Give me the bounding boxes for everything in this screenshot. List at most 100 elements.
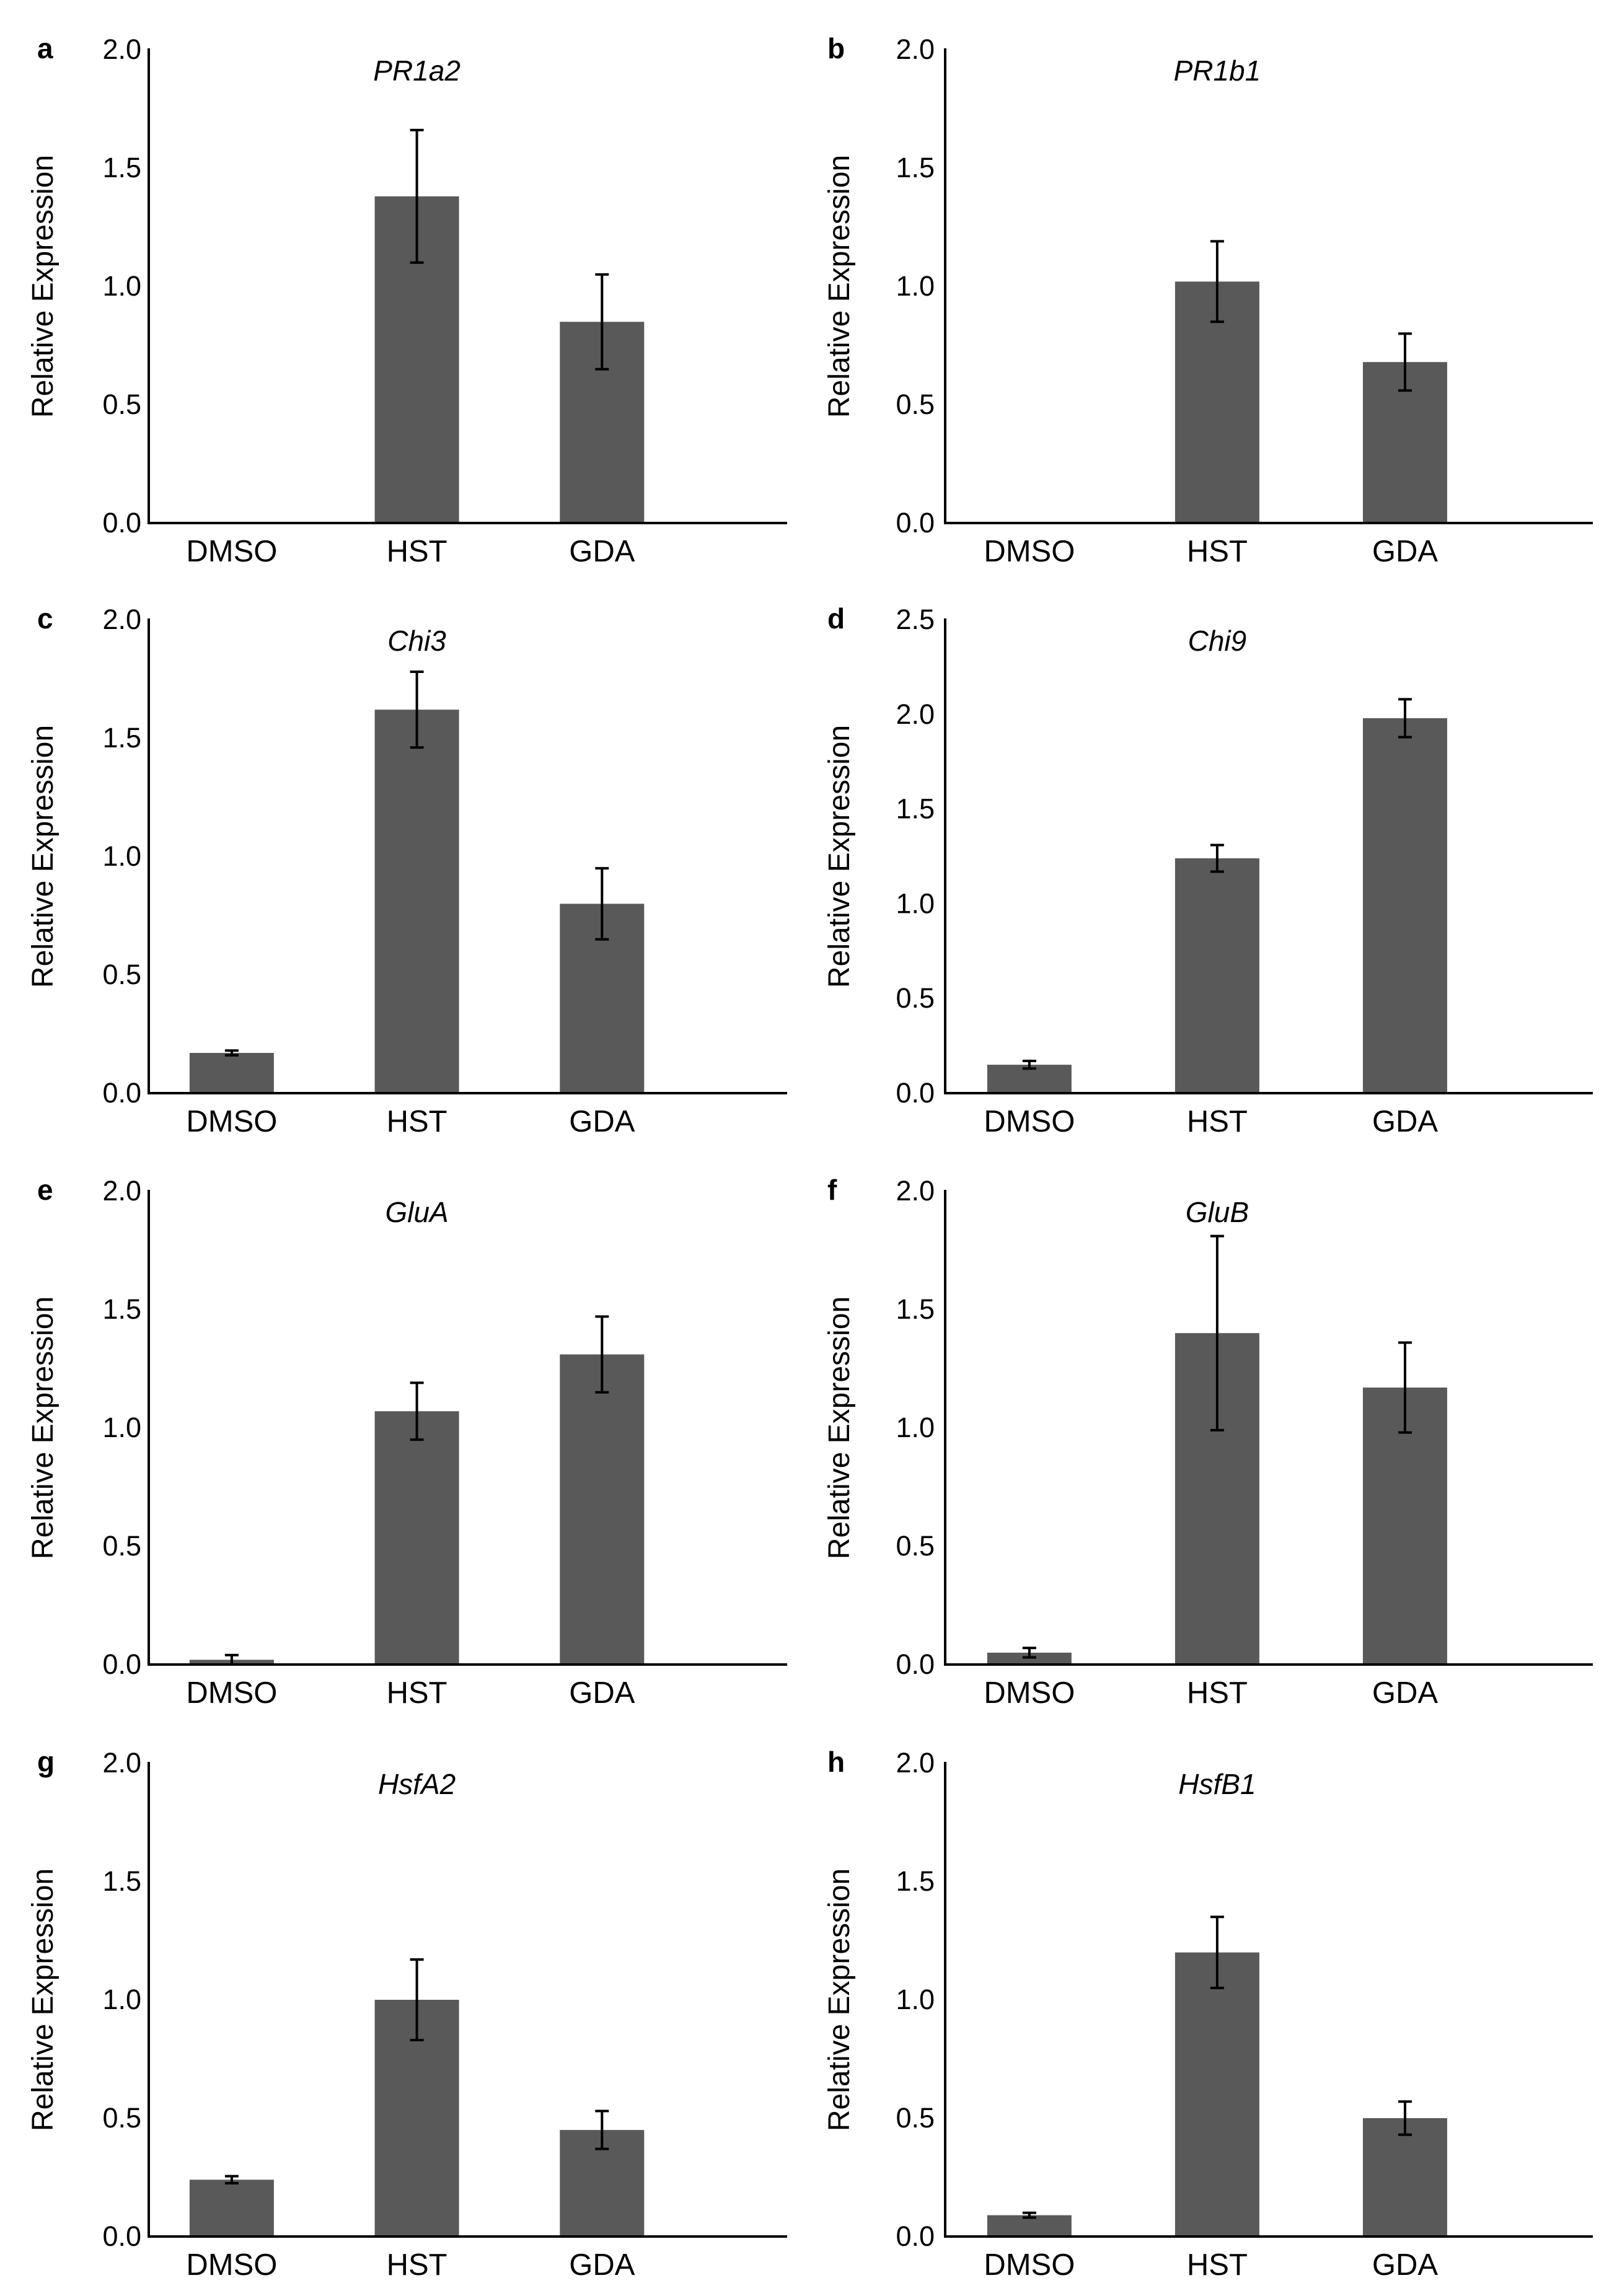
y-tick-label: 2.0: [102, 604, 141, 635]
error-bar: [595, 867, 609, 941]
panel-letter: a: [37, 32, 53, 64]
error-bar: [1210, 240, 1224, 323]
y-tick-label: 1.5: [896, 152, 935, 183]
bar-gda: [560, 1354, 645, 1665]
panel-letter: f: [827, 1174, 837, 1206]
y-tick-label: 1.5: [102, 722, 141, 754]
y-tick-label: 1.5: [102, 1865, 141, 1897]
error-bar: [1398, 2100, 1412, 2136]
y-tick-label: 2.5: [896, 604, 935, 635]
gene-title: Chi3: [387, 625, 446, 657]
y-tick-label: 0.5: [896, 2102, 935, 2134]
error-bar: [224, 2175, 239, 2185]
y-axis-label: Relative Expression: [823, 1296, 856, 1559]
bar-dmso: [189, 1053, 274, 1093]
error-bar: [1022, 1060, 1036, 1070]
category-label: HST: [1187, 535, 1248, 568]
error-bar: [224, 1049, 239, 1057]
error-bar: [1210, 1234, 1224, 1432]
category-label: HST: [387, 1105, 447, 1138]
y-tick-label: 1.5: [102, 152, 141, 183]
category-label: DMSO: [186, 1676, 277, 1710]
y-tick-label: 2.0: [896, 698, 935, 730]
error-bar: [410, 671, 424, 749]
gene-title: HsfB1: [1178, 1768, 1256, 1800]
y-tick-label: 2.0: [896, 1747, 935, 1779]
panel-f: f GluB Relative Expression 0.0 0.5 1.0 1.5 2.0 D…: [823, 1174, 1593, 1710]
error-bar: [1022, 1647, 1036, 1659]
y-axis-label: Relative Expression: [27, 155, 59, 418]
panel-letter: d: [827, 602, 845, 635]
panel-a: a PR1a2 Relative Expression 0.0 0.5 1.0 1.5 2.0…: [27, 32, 787, 568]
error-bar: [1210, 843, 1224, 873]
category-label: DMSO: [186, 535, 277, 568]
y-tick-label: 0.0: [896, 507, 935, 539]
category-label: DMSO: [186, 1105, 277, 1138]
error-bar: [595, 1315, 609, 1394]
category-label: HST: [1187, 1676, 1248, 1710]
y-tick-label: 0.5: [896, 1530, 935, 1562]
category-label: GDA: [569, 1105, 635, 1138]
category-label: GDA: [569, 535, 635, 568]
y-tick-label: 0.0: [896, 1077, 935, 1109]
error-bar: [595, 2109, 609, 2150]
y-tick-label: 0.0: [896, 2220, 935, 2252]
category-label: DMSO: [984, 2248, 1075, 2282]
category-label: HST: [1187, 2248, 1248, 2282]
y-tick-label: 1.5: [102, 1293, 141, 1325]
bar-gda: [1362, 2118, 1447, 2237]
y-axis-label: Relative Expression: [27, 1868, 59, 2131]
y-tick-label: 0.5: [102, 2102, 141, 2134]
y-tick-label: 0.0: [102, 1648, 141, 1680]
y-tick-label: 2.0: [102, 1175, 141, 1207]
y-tick-label: 0.0: [102, 2220, 141, 2252]
y-tick-label: 0.5: [102, 1530, 141, 1562]
y-tick-label: 1.5: [896, 793, 935, 825]
category-label: GDA: [1372, 1105, 1439, 1138]
panel-d: d Chi9 Relative Expression 0.0 0.5 1.0 1.5 2.0 2…: [823, 602, 1593, 1138]
error-bar: [1022, 2211, 1036, 2219]
bar-hst: [1174, 1952, 1259, 2237]
y-tick-label: 1.0: [102, 270, 141, 302]
y-tick-label: 2.0: [896, 1175, 935, 1207]
y-tick-label: 1.0: [896, 887, 935, 919]
error-bar: [410, 1381, 424, 1441]
panel-letter: g: [37, 1746, 55, 1778]
panel-e: e GluA Relative Expression 0.0 0.5 1.0 1.5 2.0 D…: [27, 1174, 787, 1710]
y-tick-label: 0.5: [896, 982, 935, 1014]
panel-b: b PR1b1 Relative Expression 0.0 0.5 1.0 1.5 2.0…: [823, 32, 1593, 568]
y-tick-label: 1.0: [896, 1412, 935, 1443]
error-bar: [1210, 1916, 1224, 1989]
bar-hst: [374, 710, 459, 1093]
bar-hst: [1174, 858, 1259, 1093]
category-label: DMSO: [984, 535, 1075, 568]
y-tick-label: 2.0: [896, 33, 935, 65]
gene-title: HsfA2: [378, 1768, 456, 1800]
y-tick-label: 1.0: [102, 840, 141, 872]
panel-letter: e: [37, 1174, 53, 1206]
panel-letter: h: [827, 1746, 845, 1778]
category-label: DMSO: [984, 1676, 1075, 1710]
y-tick-label: 1.0: [102, 1412, 141, 1443]
gene-title: GluB: [1186, 1196, 1249, 1228]
panel-letter: c: [37, 602, 53, 635]
category-label: DMSO: [186, 2248, 277, 2282]
gene-title: Chi9: [1188, 625, 1247, 657]
error-bar: [1398, 1341, 1412, 1434]
error-bar: [1398, 332, 1412, 392]
error-bar: [1398, 698, 1412, 739]
y-axis-label: Relative Expression: [27, 1296, 59, 1559]
error-bar: [410, 1958, 424, 2041]
gene-title: GluA: [385, 1196, 448, 1228]
category-label: DMSO: [984, 1105, 1075, 1138]
category-label: GDA: [569, 2248, 635, 2282]
y-tick-label: 0.5: [102, 959, 141, 990]
y-tick-label: 0.0: [102, 1077, 141, 1109]
y-tick-label: 1.5: [896, 1293, 935, 1325]
y-tick-label: 0.5: [102, 389, 141, 420]
error-bar: [410, 128, 424, 264]
bar-dmso: [189, 2179, 274, 2237]
category-label: HST: [387, 2248, 447, 2282]
y-tick-label: 1.0: [896, 270, 935, 302]
bar-gda: [1362, 718, 1447, 1093]
